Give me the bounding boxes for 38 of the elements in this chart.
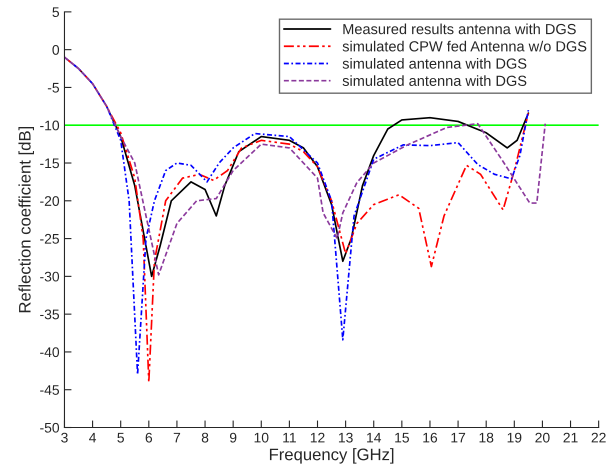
y-tick-label: -45 bbox=[40, 385, 60, 395]
legend-label: simulated antenna with DGS bbox=[342, 58, 526, 69]
x-tick-label: 3 bbox=[61, 432, 68, 443]
x-tick-label: 17 bbox=[451, 432, 466, 442]
y-tick-label: -40 bbox=[40, 347, 60, 358]
x-axis-title: Frequency [GHz] bbox=[270, 448, 394, 464]
x-tick-label: 7 bbox=[174, 432, 180, 442]
x-tick-label: 22 bbox=[592, 432, 606, 442]
x-tick-label: 4 bbox=[89, 432, 96, 442]
legend-label: simulated CPW fed Antenna w/o DGS bbox=[342, 40, 586, 52]
legend-label: simulated antenna with DGS bbox=[342, 75, 526, 86]
x-tick-label: 16 bbox=[423, 432, 438, 443]
x-tick-label: 20 bbox=[535, 432, 550, 443]
y-tick-label: -10 bbox=[40, 120, 60, 130]
x-tick-label: 18 bbox=[480, 432, 494, 443]
y-tick-label: -5 bbox=[48, 82, 60, 93]
x-tick-label: 5 bbox=[117, 432, 124, 443]
x-tick-label: 6 bbox=[146, 432, 152, 443]
y-axis-title: Reflection coefficient [dB] bbox=[18, 126, 34, 312]
y-tick-label: -35 bbox=[40, 309, 60, 320]
y-tick-label: -15 bbox=[40, 158, 60, 168]
y-tick-label: -25 bbox=[40, 234, 60, 244]
x-tick-label: 21 bbox=[564, 432, 578, 442]
x-tick-label: 15 bbox=[395, 432, 409, 443]
x-tick-label: 19 bbox=[508, 432, 522, 443]
y-tick-label: 0 bbox=[52, 44, 60, 55]
y-tick-label: -20 bbox=[40, 196, 60, 206]
x-tick-label: 11 bbox=[283, 432, 296, 442]
y-tick-label: 5 bbox=[52, 7, 60, 18]
x-tick-label: 10 bbox=[254, 432, 268, 443]
x-tick-label: 8 bbox=[202, 432, 208, 443]
x-tick-label: 13 bbox=[338, 432, 353, 443]
x-tick-label: 9 bbox=[230, 432, 236, 443]
y-tick-label: -50 bbox=[40, 422, 60, 433]
x-tick-label: 14 bbox=[367, 432, 382, 442]
legend-label: Measured results antenna with DGS bbox=[343, 24, 576, 34]
y-tick-label: -30 bbox=[40, 272, 60, 282]
x-tick-label: 12 bbox=[310, 432, 325, 442]
